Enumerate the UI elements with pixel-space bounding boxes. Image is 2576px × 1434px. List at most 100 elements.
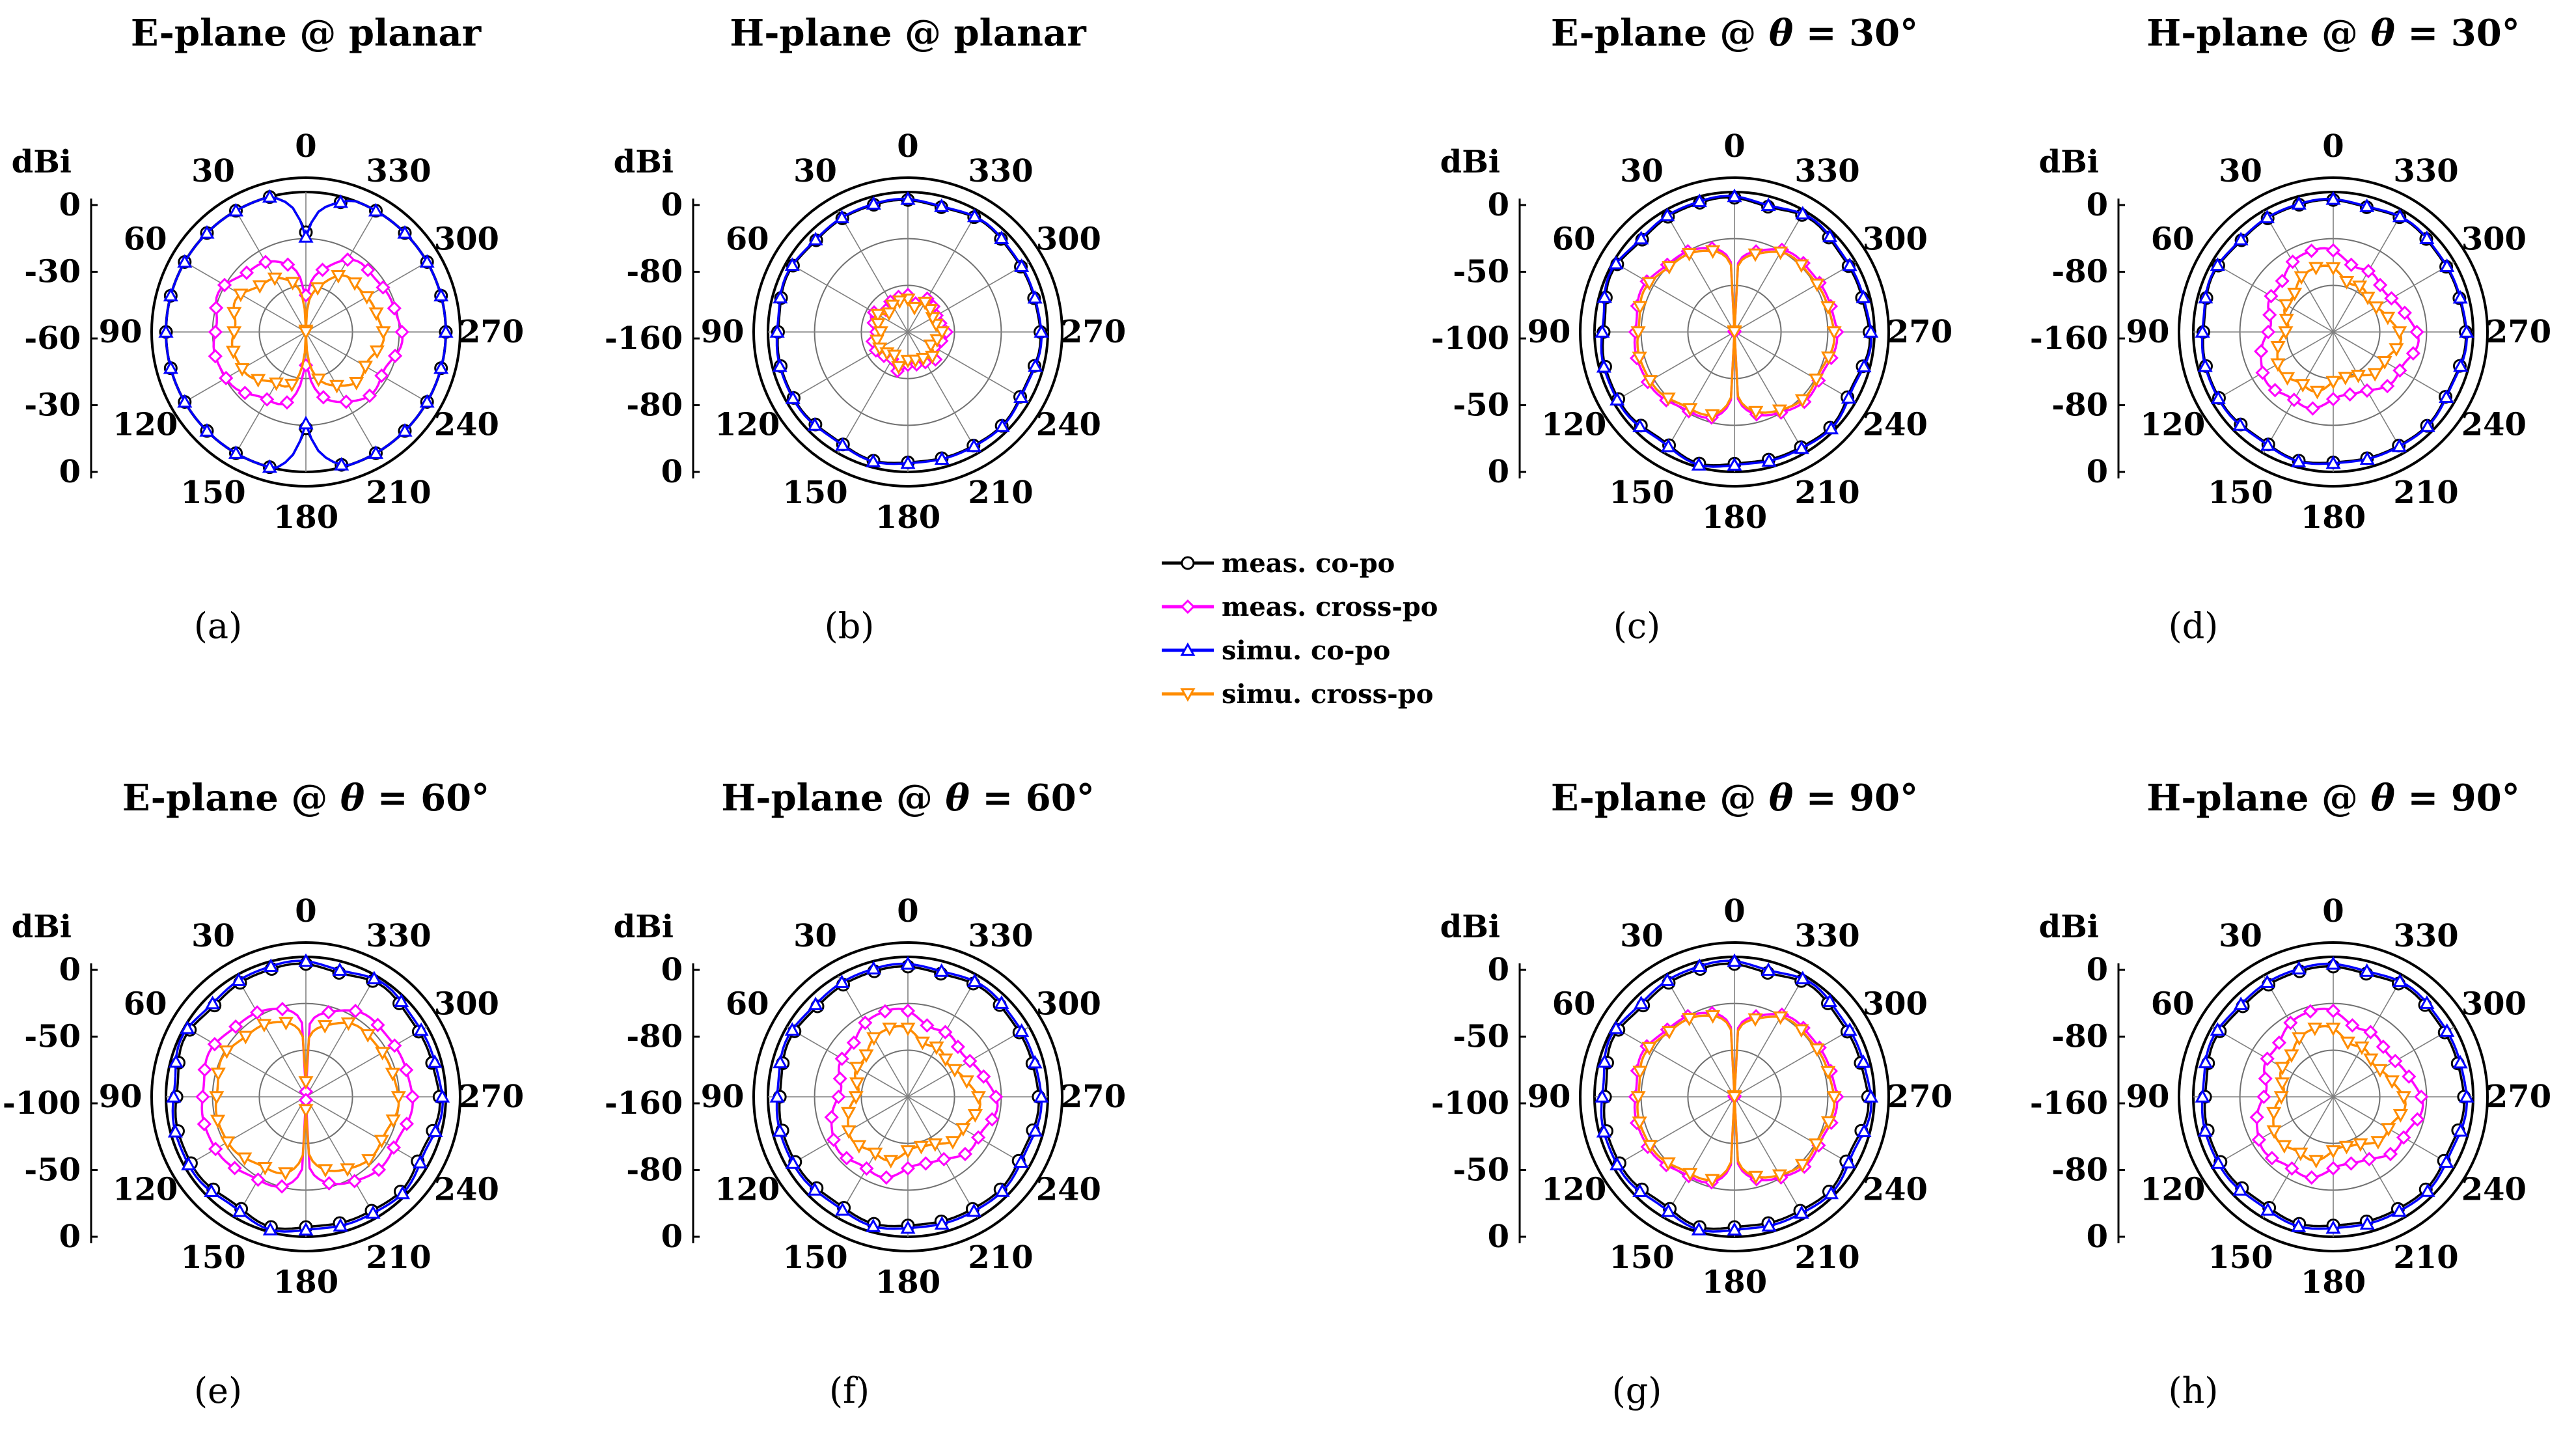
- series-point: [2275, 1077, 2290, 1092]
- series-point: [841, 1107, 856, 1121]
- polar-outer-rim: [1579, 941, 1890, 1252]
- series-point: [338, 394, 354, 409]
- series-point: [1727, 326, 1742, 340]
- grid-spoke: [907, 261, 1030, 333]
- series-point: [368, 307, 384, 322]
- grid-spoke: [1664, 331, 1735, 454]
- series-point: [2381, 1123, 2396, 1137]
- angle-tick-label: 150: [1609, 1239, 1674, 1276]
- series-point: [226, 326, 242, 340]
- series-point: [2389, 343, 2404, 357]
- polar-outer-rim: [2178, 941, 2489, 1252]
- series-point: [2388, 1053, 2403, 1069]
- series-point: [1856, 289, 1871, 303]
- series-point: [2291, 453, 2307, 467]
- series-point: [1028, 1123, 1043, 1137]
- series-point: [785, 1155, 801, 1169]
- angle-tick-label: 30: [191, 918, 235, 954]
- series-point: [900, 1023, 916, 1036]
- series-point: [1013, 389, 1029, 403]
- series-point: [2233, 997, 2249, 1010]
- series-point: [914, 1036, 930, 1051]
- series-point: [2210, 390, 2226, 404]
- series-point: [870, 318, 886, 332]
- series-point: [1821, 352, 1837, 365]
- series-point: [2420, 419, 2435, 432]
- series-point: [2309, 1155, 2324, 1169]
- angle-tick-label: 30: [191, 153, 235, 189]
- series-point: [2259, 974, 2275, 988]
- series-point: [1027, 290, 1043, 304]
- series-point: [1660, 972, 1675, 986]
- series-point: [945, 1136, 961, 1150]
- series-point: [2396, 1130, 2411, 1145]
- series-point: [397, 225, 413, 239]
- series-point: [376, 280, 391, 295]
- series-point: [994, 995, 1009, 1009]
- series-point: [2372, 277, 2388, 293]
- series-point: [1809, 1043, 1825, 1057]
- series-point: [168, 1054, 184, 1068]
- series-point: [834, 974, 850, 988]
- series-point: [2291, 961, 2307, 974]
- series-point: [2359, 963, 2375, 977]
- series-point: [1809, 373, 1824, 387]
- angle-tick-label: 330: [1794, 918, 1859, 954]
- series-point: [966, 208, 983, 223]
- grid-spoke: [2212, 1026, 2334, 1097]
- series-point: [2277, 1140, 2292, 1154]
- angle-tick-label: 60: [726, 221, 769, 258]
- series-point: [869, 335, 884, 348]
- series-point: [1608, 255, 1624, 269]
- series-point: [1794, 1159, 1810, 1173]
- series-point: [900, 1145, 916, 1159]
- series-point: [2344, 1156, 2359, 1171]
- series-point: [858, 1015, 873, 1030]
- series-point: [1641, 1041, 1657, 1056]
- radial-axis-label: dBi: [614, 909, 674, 945]
- series-point: [1630, 1091, 1646, 1105]
- legend-label: simu. cross-po: [1222, 679, 1433, 710]
- series-point: [1610, 392, 1625, 406]
- polar-outer-rim: [150, 941, 461, 1252]
- angle-tick-label: 180: [1702, 1264, 1767, 1301]
- series-point: [2459, 1088, 2474, 1103]
- series-point: [284, 378, 299, 393]
- grid-spoke: [305, 1026, 428, 1097]
- grid-spoke: [1734, 261, 1856, 333]
- series-point: [419, 394, 435, 408]
- series-point: [199, 225, 215, 239]
- angle-tick-label: 120: [715, 1172, 780, 1208]
- series-point: [2392, 973, 2408, 987]
- series-point: [2368, 301, 2384, 315]
- series-point: [298, 415, 314, 430]
- panel-title: H-plane @ planar: [730, 12, 1087, 55]
- series-point: [394, 993, 409, 1008]
- radial-tick-label: -80: [2051, 1152, 2108, 1189]
- legend-item: meas. co-po: [1162, 548, 1395, 579]
- series-point: [1662, 1026, 1677, 1040]
- legend-marker: [1180, 642, 1196, 656]
- series-point: [167, 1124, 183, 1138]
- series-point: [2284, 1161, 2299, 1176]
- series-point: [227, 1161, 242, 1176]
- radial-tick-label: -160: [2030, 1085, 2108, 1122]
- series-point: [166, 1088, 182, 1103]
- angle-tick-label: 270: [1061, 1079, 1126, 1115]
- series-point: [1634, 230, 1649, 245]
- panel-title: E-plane @ θ = 60°: [122, 777, 489, 820]
- angle-tick-label: 180: [875, 499, 940, 536]
- series-point: [2380, 311, 2396, 325]
- series-point: [2271, 1035, 2287, 1051]
- series-point: [2380, 379, 2395, 394]
- series-point: [2280, 372, 2295, 386]
- series-point: [907, 301, 922, 316]
- series-point: [394, 324, 409, 340]
- series-point: [1841, 390, 1857, 404]
- series-point: [2233, 232, 2249, 245]
- series-point: [950, 1040, 965, 1055]
- legend-marker: [1180, 688, 1196, 702]
